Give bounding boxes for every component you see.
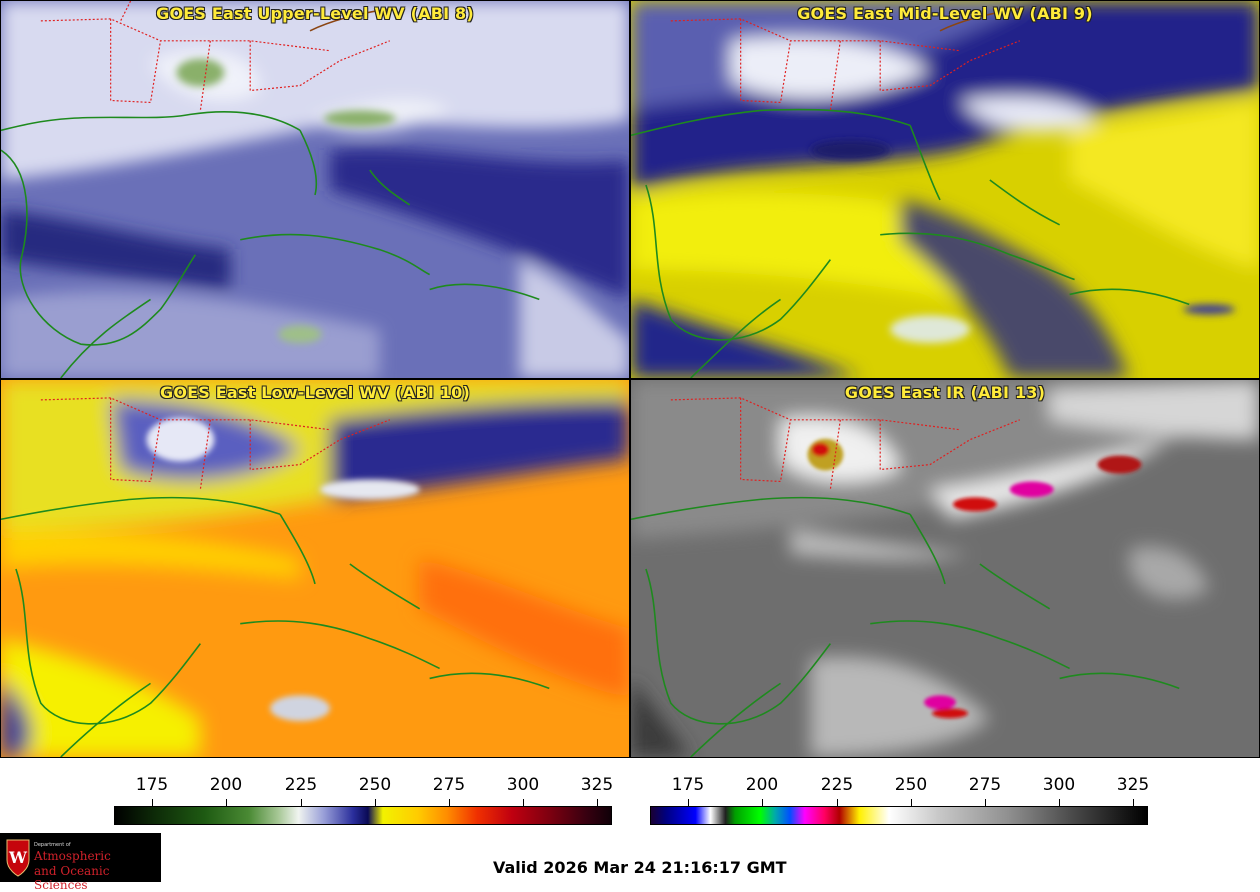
tick-label: 200 bbox=[209, 775, 243, 795]
low-level-wv-image bbox=[1, 380, 629, 757]
mid-level-wv-image bbox=[631, 1, 1259, 378]
tick-mark bbox=[1059, 799, 1060, 806]
color-scale-bar bbox=[114, 806, 612, 825]
logo-line-1: Atmospheric bbox=[34, 849, 111, 863]
panel-title: GOES East IR (ABI 13) bbox=[844, 383, 1046, 402]
tick-mark bbox=[837, 799, 838, 806]
coastline-upper bbox=[1, 111, 540, 378]
tick-mark bbox=[375, 799, 376, 806]
tick-mark bbox=[985, 799, 986, 806]
tick-label: 250 bbox=[358, 775, 392, 795]
tick-label: 325 bbox=[580, 775, 614, 795]
colorbar-ticks: 175 200 225 250 275 300 325 bbox=[650, 775, 1150, 806]
tick-mark bbox=[762, 799, 763, 806]
ir-image bbox=[631, 380, 1259, 757]
tick-mark bbox=[152, 799, 153, 806]
tick-label: 275 bbox=[432, 775, 466, 795]
low-level-wv-panel: GOES East Low-Level WV (ABI 10) bbox=[0, 379, 630, 758]
ir-panel: GOES East IR (ABI 13) bbox=[630, 379, 1260, 758]
tick-label: 175 bbox=[671, 775, 705, 795]
mid-level-wv-panel: GOES East Mid-Level WV (ABI 9) bbox=[630, 0, 1260, 379]
logo-department: Department of bbox=[34, 842, 71, 848]
panel-title: GOES East Mid-Level WV (ABI 9) bbox=[797, 4, 1093, 23]
infrared-colorbar: 175 200 225 250 275 300 325 bbox=[650, 775, 1150, 825]
tick-mark bbox=[911, 799, 912, 806]
tick-mark bbox=[597, 799, 598, 806]
tick-label: 225 bbox=[820, 775, 854, 795]
tick-label: 275 bbox=[968, 775, 1002, 795]
upper-level-wv-panel: GOES East Upper-Level WV (ABI 8) bbox=[0, 0, 630, 379]
tick-mark bbox=[226, 799, 227, 806]
tick-mark bbox=[301, 799, 302, 806]
state-borders-ir bbox=[670, 397, 1020, 490]
tick-label: 325 bbox=[1116, 775, 1150, 795]
colorbar-ticks: 175 200 225 250 275 300 325 bbox=[114, 775, 614, 806]
aos-logo: W Department of Atmospheric and Oceanic … bbox=[0, 833, 161, 892]
uw-crest-icon: W bbox=[6, 839, 30, 877]
tick-label: 300 bbox=[506, 775, 540, 795]
upper-level-wv-image bbox=[1, 1, 629, 378]
water-vapor-colorbar: 175 200 225 250 275 300 325 bbox=[114, 775, 614, 825]
tick-mark bbox=[1133, 799, 1134, 806]
tick-label: 200 bbox=[745, 775, 779, 795]
svg-text:W: W bbox=[8, 848, 28, 867]
coastline-ir bbox=[631, 496, 1180, 757]
state-borders-mid bbox=[670, 18, 1020, 111]
logo-line-2: and Oceanic Sciences bbox=[34, 864, 110, 892]
tick-label: 300 bbox=[1042, 775, 1076, 795]
panel-title: GOES East Upper-Level WV (ABI 8) bbox=[156, 4, 474, 23]
color-scale-bar bbox=[650, 806, 1148, 825]
coastline-low bbox=[1, 496, 550, 757]
tick-mark bbox=[449, 799, 450, 806]
state-borders-upper bbox=[40, 1, 390, 111]
tick-mark bbox=[523, 799, 524, 806]
valid-time: Valid 2026 Mar 24 21:16:17 GMT bbox=[493, 858, 787, 877]
tick-label: 225 bbox=[284, 775, 318, 795]
tick-label: 175 bbox=[135, 775, 169, 795]
tick-mark bbox=[688, 799, 689, 806]
coastline-mid bbox=[631, 108, 1190, 378]
state-borders-low bbox=[40, 397, 390, 490]
panel-title: GOES East Low-Level WV (ABI 10) bbox=[159, 383, 470, 402]
tick-label: 250 bbox=[894, 775, 928, 795]
